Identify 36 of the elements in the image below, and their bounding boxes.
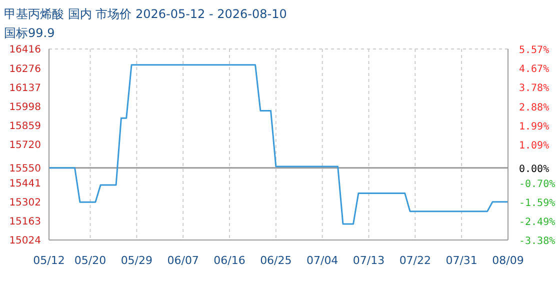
x-tick-label: 06/07 [167,254,199,267]
y-tick-label: 15859 [9,120,41,132]
x-tick-label: 07/31 [446,254,478,267]
x-tick-label: 07/04 [306,254,338,267]
y2-tick-label: -2.49% [519,217,556,228]
y2-tick-label: 5.57% [519,45,550,56]
x-tick-label: 05/20 [74,254,106,267]
y2-tick-label: 4.67% [519,64,550,76]
y-tick-label: 15024 [9,236,41,247]
y-tick-label: 15720 [9,140,41,152]
y2-tick-label: 0.00% [519,164,550,175]
y2-tick-label: -1.59% [519,198,556,209]
y-tick-label: 16416 [9,44,41,56]
y-tick-label: 15302 [9,197,41,208]
line-series [49,64,508,225]
x-tick-label: 07/13 [352,254,385,267]
x-tick-label: 07/22 [399,254,432,267]
x-tick-label: 06/16 [214,254,246,267]
y-tick-label: 15163 [9,216,41,228]
x-tick-label: 06/25 [260,254,292,267]
x-tick-label: 05/29 [120,254,153,267]
x-tick-label: 08/09 [492,254,524,267]
y-tick-label: 16276 [9,64,41,75]
y2-tick-label: -3.38% [519,236,556,247]
y-tick-label: 15550 [9,163,41,174]
y-tick-label: 15441 [9,178,41,190]
y2-tick-label: -0.70% [519,178,556,190]
x-tick-label: 05/12 [33,254,65,267]
y-tick-label: 16137 [9,82,41,94]
chart-title: 甲基丙烯酸 国内 市场价 2026-05-12 - 2026-08-10 [4,6,287,23]
chart-subtitle: 国标99.9 [4,25,55,42]
y-tick-label: 15998 [9,102,41,113]
y2-tick-label: 3.78% [519,83,550,94]
y2-tick-label: 1.09% [519,140,550,152]
y2-tick-label: 2.88% [519,102,550,114]
y2-tick-label: 1.99% [519,121,550,132]
